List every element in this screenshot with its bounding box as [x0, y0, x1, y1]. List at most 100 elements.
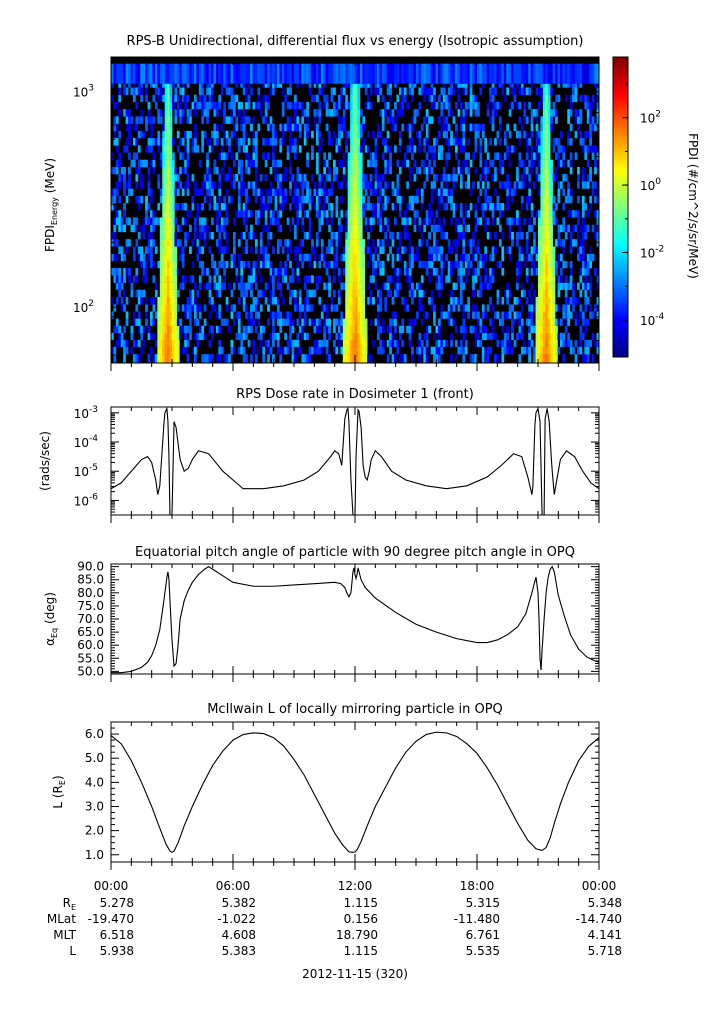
spectrogram-cell	[211, 130, 214, 139]
spectrogram-cell	[206, 174, 209, 182]
spectrogram-cell	[472, 181, 475, 189]
spectrogram-cell	[347, 275, 351, 283]
spectrogram-cell	[423, 116, 427, 124]
spectrogram-cell	[162, 354, 165, 364]
spectrogram-cell	[174, 94, 178, 103]
spectrogram-cell	[176, 304, 180, 312]
spectrogram-cell	[176, 203, 180, 211]
spectrogram-cell	[218, 188, 222, 196]
ephemeris-value: 1.115	[344, 896, 378, 910]
spectrogram-cell	[564, 224, 568, 233]
spectrogram-cell	[269, 188, 273, 196]
spectrogram-cell	[538, 354, 541, 364]
spectrogram-cell	[586, 181, 590, 189]
spectrogram-cell	[584, 224, 588, 233]
spectrogram-cell	[562, 217, 566, 225]
spectrogram-cell	[545, 311, 549, 319]
spectrogram-cell	[137, 63, 141, 84]
spectrogram-cell	[381, 174, 385, 182]
spectrogram-cell	[550, 246, 553, 254]
spectrogram-cell	[391, 253, 395, 262]
spectrogram-cell	[345, 311, 348, 319]
spectrogram-cell	[455, 224, 458, 233]
spectrogram-cell	[555, 174, 558, 182]
spectrogram-cell	[523, 130, 527, 139]
spectrogram-cell	[147, 63, 151, 84]
spectrogram-cell	[435, 239, 439, 247]
spectrogram-cell	[359, 318, 363, 326]
spectrogram-cell	[206, 83, 209, 88]
spectrogram-cell	[581, 354, 585, 364]
spectrogram-cell	[489, 268, 492, 276]
spectrogram-cell	[350, 332, 353, 341]
spectrogram-cell	[447, 268, 451, 276]
spectrogram-cell	[520, 195, 524, 204]
spectrogram-cell	[433, 217, 436, 225]
spectrogram-cell	[384, 63, 388, 84]
spectrogram-cell	[413, 253, 417, 262]
spectrogram-cell	[323, 260, 327, 269]
spectrogram-cell	[374, 246, 378, 254]
y-tick-label: 102	[73, 299, 94, 315]
spectrogram-cell	[381, 94, 385, 103]
spectrogram-cell	[191, 275, 195, 283]
spectrogram-cell	[269, 311, 273, 319]
spectrogram-cell	[286, 63, 290, 84]
spectrogram-cell	[242, 260, 246, 269]
spectrogram-cell	[433, 318, 436, 326]
spectrogram-cell	[381, 268, 385, 276]
spectrogram-cell	[513, 339, 517, 347]
spectrogram-cell	[579, 130, 583, 139]
spectrogram-cell	[481, 130, 485, 139]
spectrogram-cell	[208, 174, 212, 182]
spectrogram-cell	[128, 130, 131, 139]
spectrogram-cell	[498, 63, 502, 84]
y-tick-label: 80.0	[77, 586, 104, 600]
spectrogram-cell	[342, 166, 346, 175]
spectrogram-cell	[347, 101, 351, 110]
spectrogram-cell	[262, 203, 266, 211]
spectrogram-cell	[176, 325, 180, 334]
y-tick-label: 50.0	[77, 664, 104, 678]
spectrogram-cell	[264, 109, 268, 117]
spectrogram-cell	[218, 246, 222, 254]
spectrogram-cell	[498, 83, 502, 88]
spectrogram-cell	[430, 304, 434, 312]
spectrogram-cell	[308, 275, 312, 283]
spectrogram-cell	[520, 253, 524, 262]
spectrogram-cell	[362, 123, 366, 132]
spectrogram-cell	[464, 275, 468, 283]
spectrogram-cell	[147, 174, 151, 182]
spectrogram-cell	[479, 123, 483, 132]
spectrogram-cell	[503, 138, 507, 146]
spectrogram-cell	[501, 354, 505, 364]
spectrogram-cell	[233, 94, 236, 103]
spectrogram-cell	[381, 188, 385, 196]
spectrogram-cell	[552, 203, 556, 211]
spectrogram-cell	[384, 138, 388, 146]
spectrogram-cell	[513, 181, 517, 189]
spectrogram-cell	[364, 203, 368, 211]
spectrogram-cell	[147, 181, 151, 189]
spectrogram-cell	[447, 63, 451, 84]
spectrogram-cell	[345, 94, 348, 103]
spectrogram-cell	[213, 166, 217, 175]
spectrogram-cell	[279, 311, 283, 319]
spectrogram-cell	[464, 166, 468, 175]
spectrogram-cell	[394, 217, 397, 225]
spectrogram-cell	[518, 159, 522, 168]
spectrogram-cell	[557, 159, 561, 168]
spectrogram-cell	[498, 260, 502, 269]
spectrogram-cell	[501, 296, 505, 305]
colorbar-swatch	[613, 79, 628, 83]
spectrogram-cell	[420, 63, 424, 84]
spectrogram-cell	[276, 268, 280, 276]
spectrogram-cell	[428, 87, 431, 95]
spectrogram-cell	[569, 166, 573, 175]
spectrogram-cell	[452, 210, 456, 218]
spectrogram-cell	[347, 166, 351, 175]
spectrogram-cell	[413, 318, 417, 326]
spectrogram-cell	[257, 94, 261, 103]
spectrogram-cell	[467, 181, 470, 189]
spectrogram-cell	[294, 354, 297, 364]
